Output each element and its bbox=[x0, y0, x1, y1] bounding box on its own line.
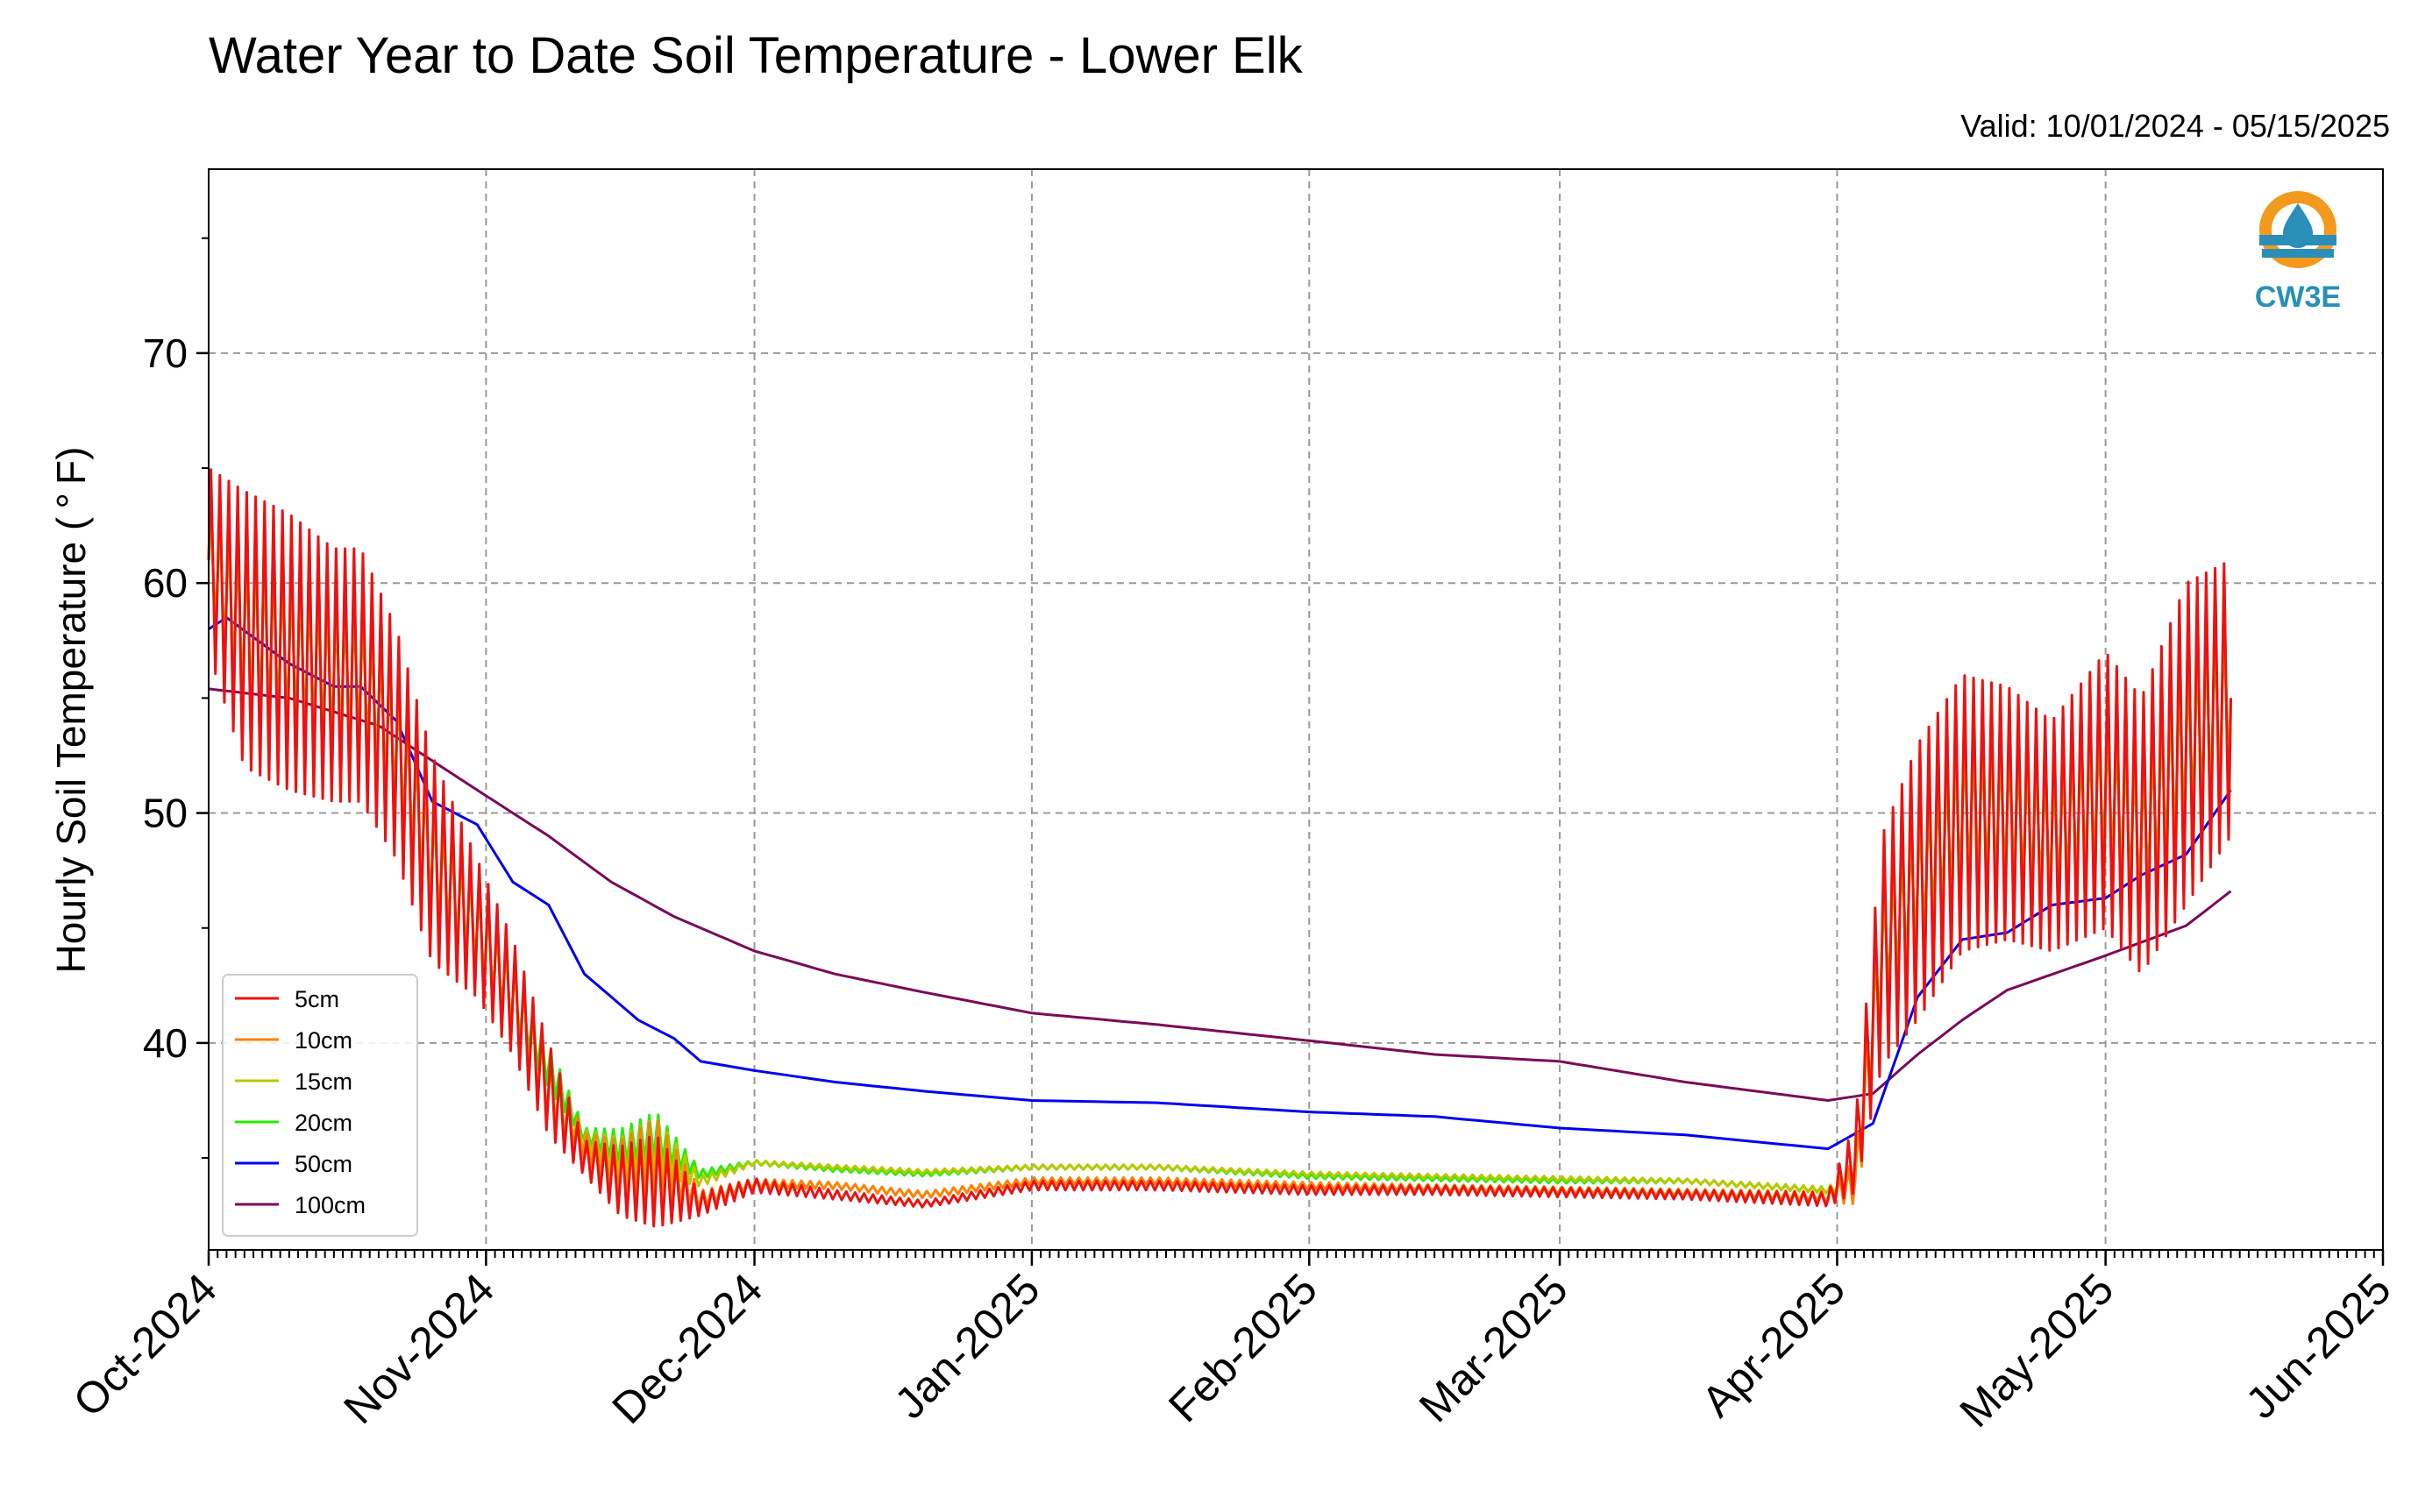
logo-text: CW3E bbox=[2255, 280, 2341, 314]
logo-wave-icon-2 bbox=[2262, 249, 2334, 258]
chart-title: Water Year to Date Soil Temperature - Lo… bbox=[209, 27, 1303, 84]
legend-label-50cm: 50cm bbox=[295, 1151, 352, 1177]
grid-lines bbox=[209, 169, 2383, 1250]
valid-date-range: Valid: 10/01/2024 - 05/15/2025 bbox=[1960, 108, 2390, 144]
legend-label-10cm: 10cm bbox=[295, 1027, 352, 1054]
y-tick-label: 70 bbox=[143, 330, 188, 376]
y-tick-label: 50 bbox=[143, 791, 188, 836]
water-drop-icon bbox=[2283, 203, 2313, 248]
y-tick-label: 40 bbox=[143, 1020, 188, 1066]
plot-frame bbox=[208, 168, 2384, 1251]
series-line-5cm bbox=[207, 468, 2232, 1228]
x-tick-label: Dec-2024 bbox=[602, 1264, 772, 1433]
legend-label-5cm: 5cm bbox=[295, 986, 339, 1012]
series-layer bbox=[207, 468, 2232, 1228]
legend-label-20cm: 20cm bbox=[295, 1110, 352, 1136]
series-line-50cm bbox=[208, 616, 2232, 1151]
x-tick-label: Apr-2025 bbox=[1692, 1264, 1854, 1426]
legend-label-100cm: 100cm bbox=[295, 1192, 366, 1218]
x-tick-label: Feb-2025 bbox=[1159, 1264, 1326, 1431]
series-line-100cm bbox=[208, 687, 2232, 1102]
cw3e-logo: CW3E bbox=[2255, 191, 2341, 314]
y-tick-label: 60 bbox=[143, 560, 188, 606]
x-tick-label: Oct-2024 bbox=[64, 1264, 226, 1426]
legend: 5cm 10cm 15cm 20cm 50cm 100cm bbox=[222, 974, 418, 1237]
x-tick-label: Jan-2025 bbox=[885, 1264, 1049, 1428]
x-tick-label: May-2025 bbox=[1951, 1264, 2123, 1437]
y-axis-label: Hourly Soil Temperature ( ° F) bbox=[48, 447, 94, 974]
x-tick-label: Nov-2024 bbox=[334, 1264, 503, 1433]
x-tick-label: Mar-2025 bbox=[1410, 1264, 1577, 1431]
x-tick-label: Jun-2025 bbox=[2237, 1264, 2400, 1428]
legend-label-15cm: 15cm bbox=[295, 1068, 352, 1095]
